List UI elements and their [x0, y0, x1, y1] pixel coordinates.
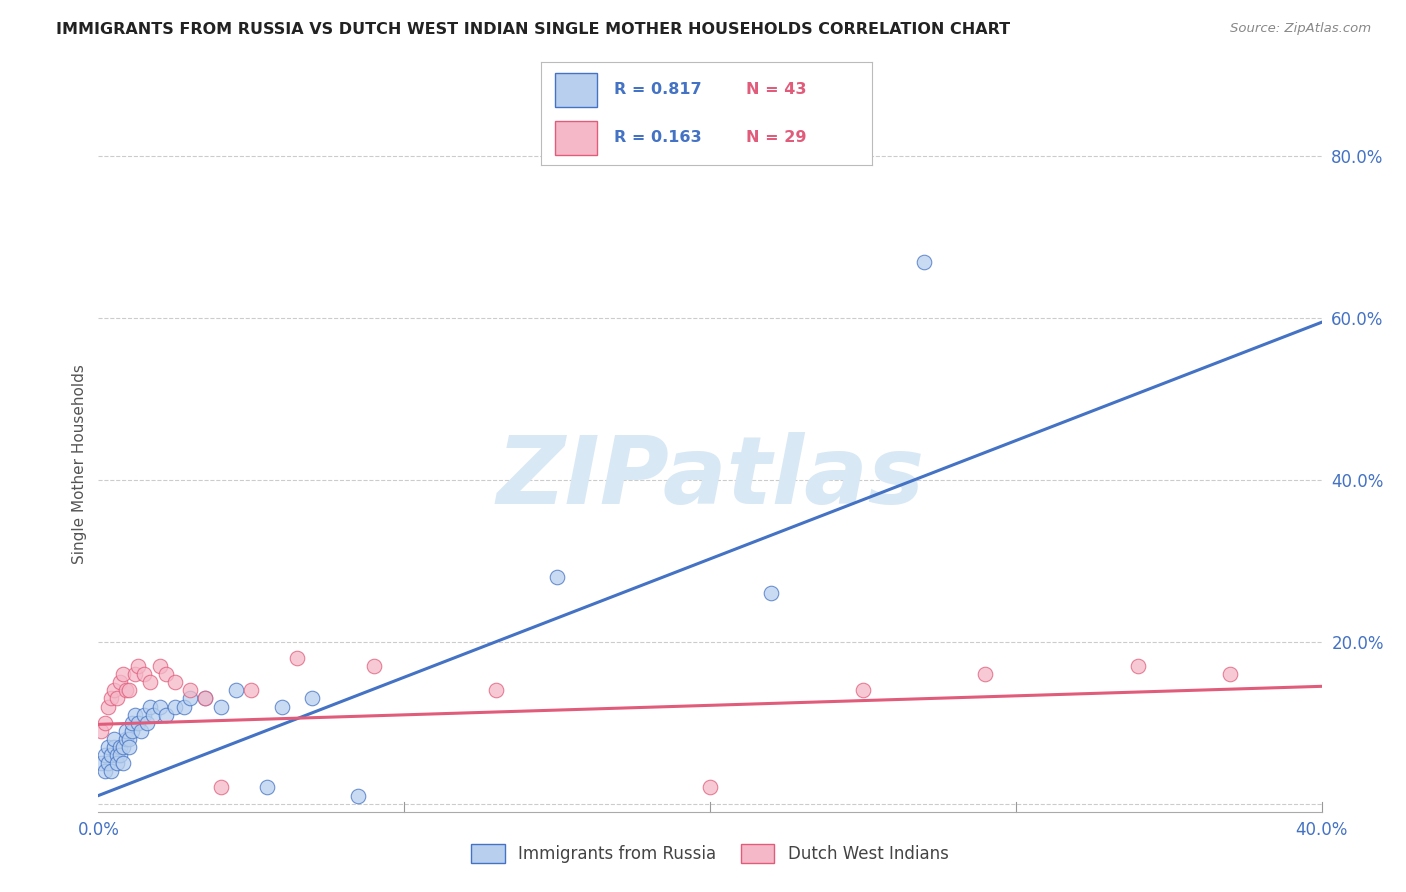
Text: N = 43: N = 43: [747, 81, 807, 96]
Point: [115, 731, 138, 746]
Point: [97, 739, 120, 754]
Point: [301, 691, 323, 706]
Point: [194, 691, 217, 706]
Point: [100, 748, 122, 763]
Point: [759, 586, 782, 600]
Point: [225, 683, 247, 698]
Point: [179, 691, 201, 706]
Text: Source: ZipAtlas.com: Source: ZipAtlas.com: [1230, 22, 1371, 36]
Point: [485, 683, 508, 698]
Point: [127, 659, 149, 673]
Point: [103, 739, 125, 754]
FancyBboxPatch shape: [554, 121, 598, 155]
Y-axis label: Single Mother Households: Single Mother Households: [72, 364, 87, 564]
Point: [93, 764, 115, 779]
Legend: Immigrants from Russia, Dutch West Indians: Immigrants from Russia, Dutch West India…: [465, 837, 955, 870]
Point: [108, 739, 131, 754]
Point: [100, 764, 122, 779]
Text: N = 29: N = 29: [747, 130, 807, 145]
Point: [111, 756, 134, 771]
Point: [155, 667, 177, 681]
Point: [852, 683, 875, 698]
Point: [90, 756, 112, 771]
Point: [209, 699, 232, 714]
Point: [142, 707, 165, 722]
Point: [363, 659, 385, 673]
Point: [90, 723, 112, 738]
Point: [129, 723, 152, 738]
Point: [97, 756, 120, 771]
Point: [699, 780, 721, 795]
Point: [139, 675, 162, 690]
Text: ZIPatlas: ZIPatlas: [496, 432, 924, 524]
Point: [124, 707, 146, 722]
Point: [134, 667, 156, 681]
Point: [912, 254, 935, 268]
Point: [270, 699, 292, 714]
Point: [105, 756, 128, 771]
Point: [124, 667, 146, 681]
Point: [194, 691, 217, 706]
Point: [256, 780, 278, 795]
Point: [209, 780, 232, 795]
Point: [103, 731, 125, 746]
Text: R = 0.163: R = 0.163: [614, 130, 702, 145]
Point: [1219, 667, 1241, 681]
Point: [115, 723, 138, 738]
Point: [163, 675, 186, 690]
Point: [105, 748, 128, 763]
Point: [155, 707, 177, 722]
Point: [111, 739, 134, 754]
Point: [103, 683, 125, 698]
FancyBboxPatch shape: [554, 73, 598, 106]
Point: [240, 683, 263, 698]
Point: [118, 739, 141, 754]
Point: [347, 789, 370, 803]
Point: [97, 699, 120, 714]
Point: [546, 570, 568, 584]
Point: [149, 659, 172, 673]
Text: R = 0.817: R = 0.817: [614, 81, 702, 96]
Point: [111, 667, 134, 681]
Point: [118, 731, 141, 746]
Point: [1128, 659, 1150, 673]
Point: [974, 667, 997, 681]
Point: [93, 715, 115, 730]
Point: [179, 683, 201, 698]
Point: [108, 675, 131, 690]
Point: [115, 683, 138, 698]
Point: [108, 748, 131, 763]
Point: [134, 707, 156, 722]
Point: [149, 699, 172, 714]
Point: [173, 699, 195, 714]
Point: [121, 715, 143, 730]
Point: [105, 691, 128, 706]
Point: [93, 748, 115, 763]
Point: [285, 651, 308, 665]
Text: IMMIGRANTS FROM RUSSIA VS DUTCH WEST INDIAN SINGLE MOTHER HOUSEHOLDS CORRELATION: IMMIGRANTS FROM RUSSIA VS DUTCH WEST IND…: [56, 22, 1011, 37]
Point: [100, 691, 122, 706]
Point: [139, 699, 162, 714]
Point: [121, 723, 143, 738]
Point: [163, 699, 186, 714]
Point: [118, 683, 141, 698]
Point: [136, 715, 159, 730]
Point: [127, 715, 149, 730]
